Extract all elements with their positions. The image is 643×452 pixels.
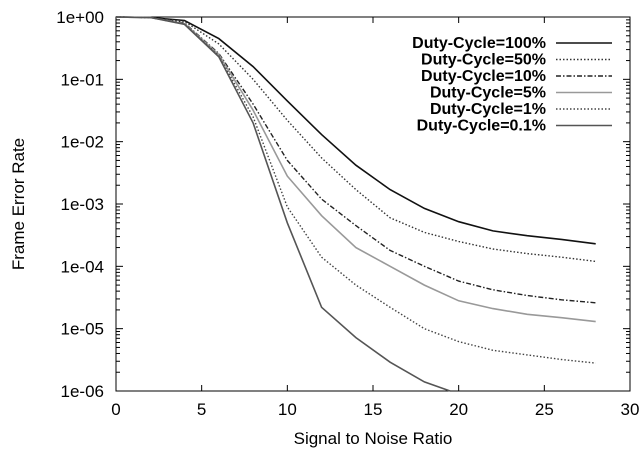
legend-label: Duty-Cycle=1% <box>430 101 546 118</box>
legend-label: Duty-Cycle=50% <box>421 52 546 69</box>
y-tick-label: 1e-02 <box>61 133 104 152</box>
x-tick-label: 15 <box>364 400 383 419</box>
legend: Duty-Cycle=100%Duty-Cycle=50%Duty-Cycle=… <box>412 35 612 135</box>
x-tick-label: 0 <box>111 400 120 419</box>
series-line-6 <box>115 16 451 392</box>
y-tick-label: 1e+00 <box>56 8 104 27</box>
y-tick-label: 1e-05 <box>61 320 104 339</box>
x-tick-label: 5 <box>197 400 206 419</box>
y-tick-label: 1e-03 <box>61 195 104 214</box>
plot-area: 0 5 10 15 20 25 30 1e+001e-011e-021e-031e-041e… <box>56 8 639 419</box>
x-tick-label: 10 <box>278 400 297 419</box>
x-axis-title: Signal to Noise Ratio <box>294 429 453 448</box>
series-lines <box>115 16 596 392</box>
legend-label: Duty-Cycle=0.1% <box>417 118 546 135</box>
legend-label: Duty-Cycle=100% <box>412 35 546 52</box>
y-axis-ticks: 1e+00 1e-01 1e-02 1e-03 1e-04 1e-05 1e-06 <box>56 8 630 401</box>
y-tick-label: 1e-04 <box>61 257 104 276</box>
x-tick-label: 30 <box>621 400 640 419</box>
series-line-1 <box>115 16 596 245</box>
y-tick-label: 1e-01 <box>61 70 104 89</box>
y-axis-title: Frame Error Rate <box>9 138 28 270</box>
x-tick-label: 25 <box>535 400 554 419</box>
plot-frame <box>115 16 631 392</box>
legend-label: Duty-Cycle=10% <box>421 68 546 85</box>
x-axis-ticks: 0 5 10 15 20 25 30 <box>111 17 639 419</box>
y-tick-label: 1e-06 <box>61 382 104 401</box>
legend-label: Duty-Cycle=5% <box>430 85 546 102</box>
x-tick-label: 20 <box>449 400 468 419</box>
